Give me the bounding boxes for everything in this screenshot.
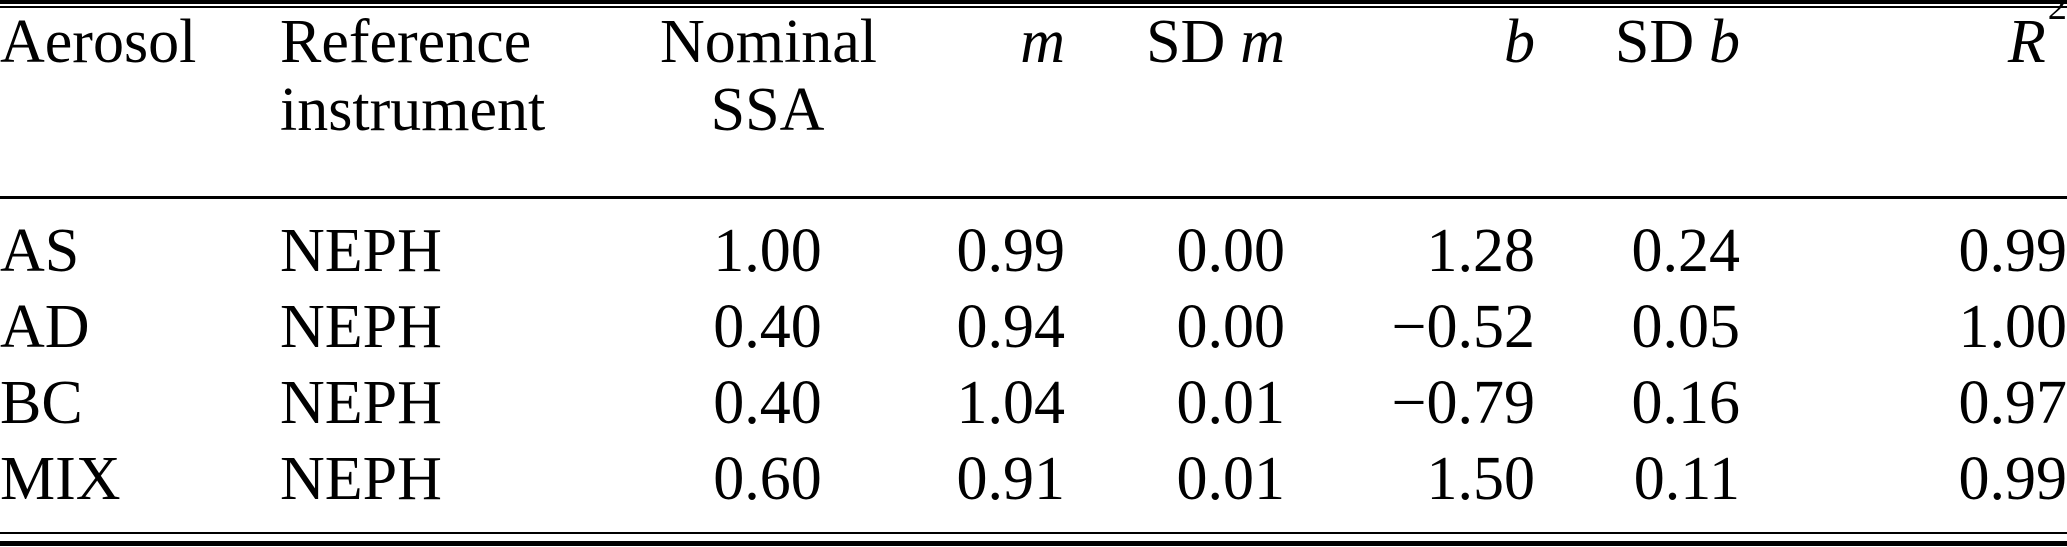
- header-prefix: SD: [1146, 8, 1226, 76]
- cell-b: −0.79: [1391, 369, 1535, 437]
- cell-aerosol: AS: [0, 217, 80, 285]
- math-symbol: b: [1709, 8, 1740, 76]
- cell-reference: NEPH: [280, 293, 442, 361]
- cell-aerosol: MIX: [0, 445, 121, 513]
- table-bottom-rule: [0, 532, 2067, 546]
- table-row: MIX NEPH 0.60 0.91 0.01 1.50 0.11 0.99: [0, 441, 2067, 517]
- table-header: Aerosol Reference instrument Nominal SSA…: [0, 0, 2067, 196]
- cell-reference: NEPH: [280, 217, 442, 285]
- cell-r-squared: 1.00: [1958, 293, 2067, 361]
- cell-sd-b: 0.11: [1633, 445, 1740, 513]
- col-header-reference-instrument: Reference instrument: [280, 8, 660, 196]
- cell-m: 0.91: [956, 445, 1066, 513]
- cell-sd-b: 0.24: [1631, 217, 1741, 285]
- col-header-sd-m: SD m: [1065, 8, 1285, 196]
- header-line: Nominal: [660, 8, 877, 76]
- col-header-nominal-ssa: Nominal SSA: [660, 8, 877, 196]
- cell-sd-m: 0.00: [1176, 217, 1286, 285]
- col-header-b: b: [1285, 8, 1535, 196]
- math-symbol: m: [1240, 8, 1285, 76]
- header-line: Reference: [280, 8, 532, 76]
- col-header-aerosol: Aerosol: [0, 8, 280, 196]
- col-header-m: m: [875, 8, 1065, 196]
- superscript-2: 2: [2047, 0, 2067, 29]
- cell-m: 1.04: [956, 369, 1066, 437]
- cell-nominal-ssa: 0.40: [713, 369, 822, 437]
- cell-nominal-ssa: 0.60: [713, 445, 822, 513]
- header-line: instrument: [280, 76, 546, 144]
- col-header-r-squared: R2: [1740, 0, 2067, 196]
- table-header-rule: [0, 196, 2067, 199]
- regression-stats-table: Aerosol Reference instrument Nominal SSA…: [0, 0, 2067, 517]
- math-symbol: m: [1020, 8, 1065, 76]
- cell-aerosol: BC: [0, 369, 83, 437]
- header-prefix: SD: [1614, 8, 1695, 76]
- header-line: SSA: [710, 76, 825, 144]
- cell-r-squared: 0.99: [1958, 445, 2067, 513]
- table-row: AD NEPH 0.40 0.94 0.00 −0.52 0.05 1.00: [0, 289, 2067, 365]
- math-symbol: b: [1504, 8, 1535, 76]
- cell-sd-m: 0.01: [1176, 369, 1286, 437]
- cell-r-squared: 0.97: [1958, 369, 2067, 437]
- table-row: AS NEPH 1.00 0.99 0.00 1.28 0.24 0.99: [0, 196, 2067, 289]
- cell-sd-m: 0.00: [1176, 293, 1286, 361]
- table-body: AS NEPH 1.00 0.99 0.00 1.28 0.24 0.99 AD…: [0, 196, 2067, 517]
- cell-m: 0.94: [956, 293, 1066, 361]
- cell-nominal-ssa: 1.00: [713, 217, 822, 285]
- cell-nominal-ssa: 0.40: [713, 293, 822, 361]
- cell-m: 0.99: [956, 217, 1066, 285]
- cell-reference: NEPH: [280, 445, 442, 513]
- cell-b: 1.28: [1426, 217, 1536, 285]
- cell-reference: NEPH: [280, 369, 442, 437]
- table-top-rule: [0, 0, 2067, 8]
- col-header-sd-b: SD b: [1535, 8, 1740, 196]
- header-row: Aerosol Reference instrument Nominal SSA…: [0, 0, 2067, 196]
- cell-sd-m: 0.01: [1176, 445, 1286, 513]
- cell-b: −0.52: [1391, 293, 1535, 361]
- table-row: BC NEPH 0.40 1.04 0.01 −0.79 0.16 0.97: [0, 365, 2067, 441]
- cell-r-squared: 0.99: [1958, 217, 2067, 285]
- cell-sd-b: 0.16: [1631, 369, 1741, 437]
- cell-sd-b: 0.05: [1631, 293, 1741, 361]
- math-symbol: R: [2007, 8, 2046, 76]
- cell-b: 1.50: [1426, 445, 1536, 513]
- cell-aerosol: AD: [0, 293, 90, 361]
- header-line: Aerosol: [0, 8, 197, 76]
